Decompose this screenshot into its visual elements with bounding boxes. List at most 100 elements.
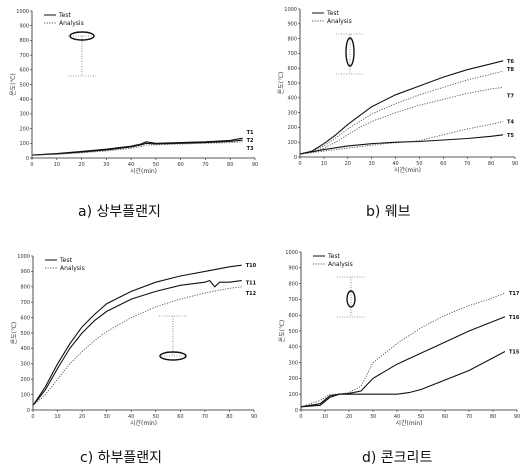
series-line-t1 xyxy=(31,137,243,156)
x-tick-label: 30 xyxy=(103,162,109,168)
inset-highlight-ellipse xyxy=(159,351,187,361)
x-tick-label: 50 xyxy=(153,162,159,168)
series-line-t17 xyxy=(300,292,506,408)
series-line-t10 xyxy=(32,264,242,406)
x-tick-label: 60 xyxy=(440,161,446,167)
series-label-t8: T8 xyxy=(507,67,514,73)
x-tick-label: 80 xyxy=(490,414,496,420)
series-line-t2 xyxy=(31,139,243,156)
x-tick-label: 80 xyxy=(488,161,494,167)
x-tick-label: 0 xyxy=(299,414,302,420)
chart-panel-1: 0 10 20 30 40 50 60 70 80 90010020030040050060070… xyxy=(10,9,258,220)
section-inset-diagram xyxy=(336,33,364,75)
x-tick-label: 20 xyxy=(79,414,85,420)
y-tick-label: 600 xyxy=(19,68,29,74)
y-tick-label: 100 xyxy=(288,392,298,398)
chart-panel-4: 0 10 20 30 40 50 60 70 80 90010020030040050060070… xyxy=(279,250,520,466)
series-label-t15: T15 xyxy=(509,350,520,356)
y-axis-label: 온도(℃) xyxy=(10,73,17,95)
legend-label-analysis: Analysis xyxy=(59,20,84,27)
x-tick-label: 70 xyxy=(464,161,470,167)
y-tick-label: 500 xyxy=(19,82,29,88)
legend-label-test: Test xyxy=(326,10,339,17)
y-tick-label: 900 xyxy=(288,266,298,272)
x-tick-label: 10 xyxy=(54,414,60,420)
y-tick-label: 800 xyxy=(19,38,29,44)
x-tick-label: 50 xyxy=(418,414,424,420)
chart-panel-2: 0 10 20 30 40 50 60 70 80 90010020030040050060070… xyxy=(278,7,518,220)
y-tick-label: 0 xyxy=(27,408,30,414)
y-tick-label: 100 xyxy=(20,392,30,398)
x-tick-label: 10 xyxy=(321,161,327,167)
series-line-t11 xyxy=(32,279,242,406)
inset-highlight-ellipse xyxy=(345,37,355,67)
y-tick-label: 700 xyxy=(19,53,29,59)
x-tick-label: 20 xyxy=(346,414,352,420)
series-line-t7 xyxy=(299,86,504,155)
y-tick-label: 600 xyxy=(20,315,30,321)
series-line-t15 xyxy=(300,351,506,408)
y-tick-label: 400 xyxy=(288,345,298,351)
inset-highlight-ellipse xyxy=(69,31,95,41)
x-tick-label: 70 xyxy=(202,162,208,168)
series-label-t12: T12 xyxy=(246,291,257,297)
panel-caption: c) 하부플랜지 xyxy=(80,450,162,466)
y-tick-label: 200 xyxy=(20,377,30,383)
y-tick-label: 600 xyxy=(287,66,297,72)
y-tick-label: 500 xyxy=(288,329,298,335)
x-tick-label: 30 xyxy=(370,414,376,420)
x-tick-label: 90 xyxy=(512,161,518,167)
x-axis-label: 시간(min) xyxy=(394,166,421,174)
inset-highlight-ellipse xyxy=(346,290,356,308)
series-line-t5 xyxy=(299,134,504,155)
x-tick-label: 60 xyxy=(177,162,183,168)
x-tick-label: 90 xyxy=(252,162,258,168)
x-tick-label: 80 xyxy=(227,162,233,168)
series-line-t4 xyxy=(299,121,504,155)
y-tick-label: 500 xyxy=(20,331,30,337)
series-label-t7: T7 xyxy=(507,93,514,99)
series-label-t6: T6 xyxy=(507,59,514,65)
x-tick-label: 80 xyxy=(226,414,232,420)
series-label-t1: T1 xyxy=(247,130,254,136)
y-tick-label: 1000 xyxy=(16,9,29,15)
y-axis-label: 온도(℃) xyxy=(279,320,286,342)
x-axis-label: 시간(min) xyxy=(395,419,422,427)
y-axis-label: 온도(℃) xyxy=(11,322,18,344)
y-tick-label: 200 xyxy=(288,376,298,382)
y-tick-label: 700 xyxy=(20,300,30,306)
x-tick-label: 30 xyxy=(103,414,109,420)
y-tick-label: 400 xyxy=(20,346,30,352)
y-tick-label: 0 xyxy=(294,155,297,161)
y-axis-label: 온도(℃) xyxy=(278,72,285,94)
x-tick-label: 30 xyxy=(368,161,374,167)
y-tick-label: 1000 xyxy=(17,254,30,260)
x-tick-label: 0 xyxy=(298,161,301,167)
series-line-t3 xyxy=(31,141,243,156)
section-inset-diagram xyxy=(159,315,187,361)
series-label-t2: T2 xyxy=(247,138,254,144)
y-tick-label: 800 xyxy=(20,285,30,291)
x-tick-label: 60 xyxy=(177,414,183,420)
legend-label-test: Test xyxy=(327,253,340,260)
y-tick-label: 600 xyxy=(288,313,298,319)
x-tick-label: 70 xyxy=(202,414,208,420)
x-tick-label: 50 xyxy=(153,414,159,420)
section-inset-diagram xyxy=(337,276,365,318)
y-tick-label: 900 xyxy=(287,22,297,28)
y-tick-label: 100 xyxy=(19,141,29,147)
x-tick-label: 40 xyxy=(128,162,134,168)
y-tick-label: 900 xyxy=(20,269,30,275)
legend-label-analysis: Analysis xyxy=(60,265,85,272)
legend-label-test: Test xyxy=(58,12,71,19)
chart-panel-3: 0 10 20 30 40 50 60 70 80 90010020030040050060070… xyxy=(11,254,257,466)
y-tick-label: 800 xyxy=(287,36,297,42)
series-label-t4: T4 xyxy=(507,119,514,125)
panel-caption: b) 웨브 xyxy=(366,204,411,220)
x-tick-label: 90 xyxy=(514,414,520,420)
legend-label-analysis: Analysis xyxy=(328,261,353,268)
series-label-t5: T5 xyxy=(507,133,514,139)
y-tick-label: 1000 xyxy=(285,250,298,256)
y-tick-label: 200 xyxy=(19,126,29,132)
